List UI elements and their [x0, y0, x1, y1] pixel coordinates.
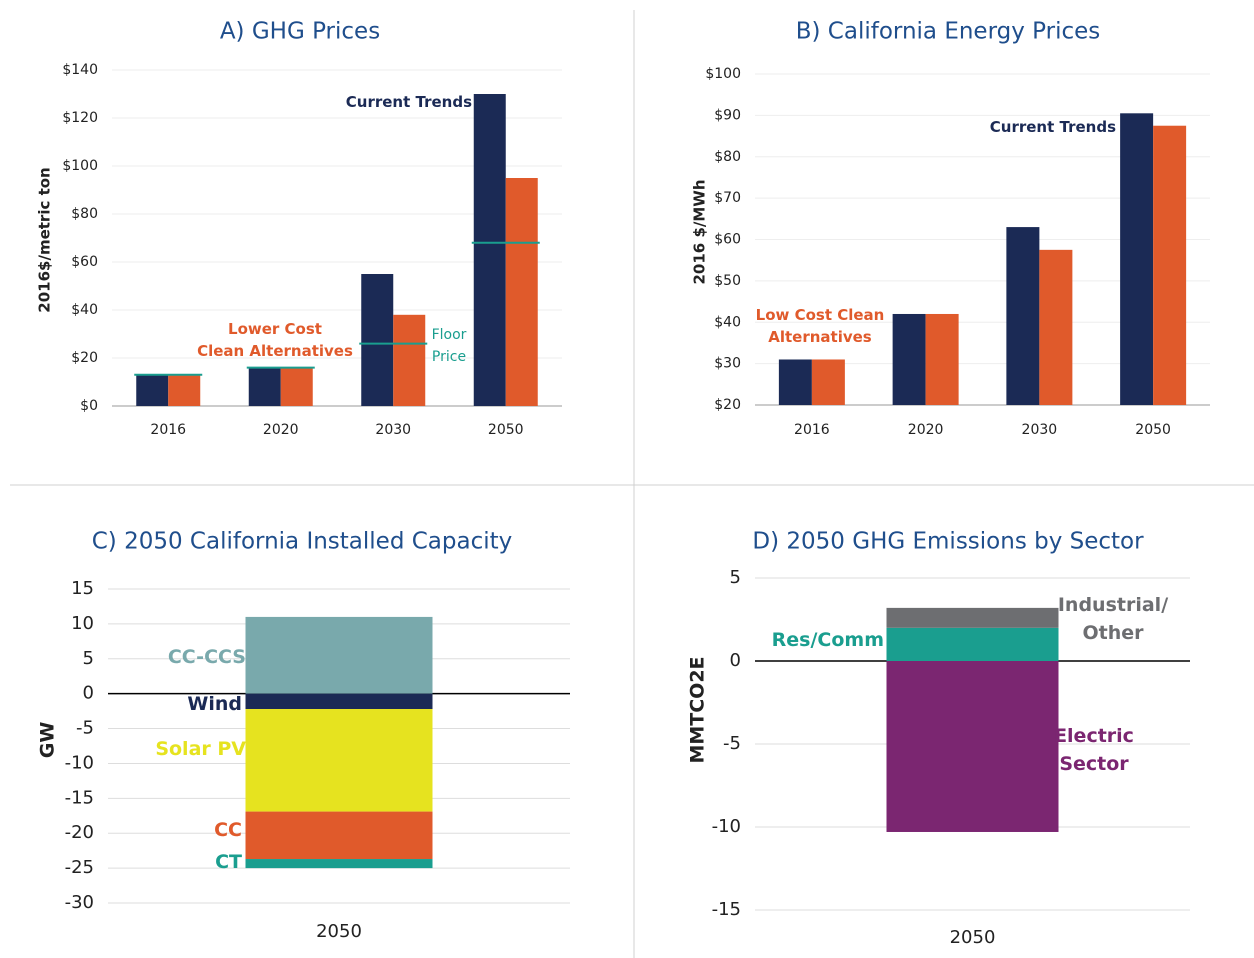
series-label: CC [214, 819, 242, 841]
bar-segment [245, 811, 433, 860]
series-label: Solar PV [155, 738, 246, 760]
series-label: CC-CCS [167, 646, 246, 668]
y-tick-label: $60 [714, 232, 741, 248]
bar [168, 374, 201, 406]
y-tick-label: -10 [65, 752, 94, 773]
y-tick-label: -15 [65, 787, 94, 808]
bar [393, 314, 426, 406]
bar [925, 313, 959, 405]
y-tick-label: -20 [65, 822, 94, 843]
y-tick-label: 5 [83, 648, 94, 669]
bar [505, 178, 538, 406]
bar [1153, 125, 1187, 405]
y-tick-label: 0 [730, 650, 741, 671]
x-tick-label: 2020 [908, 422, 944, 438]
y-tick-label: $80 [714, 149, 741, 165]
x-tick-label: 2050 [316, 921, 362, 942]
series-label: Industrial/ Other [1057, 594, 1169, 644]
y-tick-label: $100 [705, 66, 741, 82]
y-tick-label: $80 [71, 206, 98, 222]
series-label: Floor Price [431, 327, 467, 365]
y-tick-label: $40 [71, 302, 98, 318]
y-tick-label: -10 [712, 816, 741, 837]
bar-segment [886, 661, 1059, 832]
y-tick-label: $70 [714, 190, 741, 206]
series-label: Low Cost Clean Alternatives [755, 306, 885, 346]
y-tick-label: 0 [83, 683, 94, 704]
y-tick-label: -25 [65, 857, 94, 878]
x-tick-label: 2050 [488, 422, 524, 438]
y-tick-label: $50 [714, 273, 741, 289]
bar [1039, 249, 1073, 405]
chart-title: B) California Energy Prices [796, 19, 1101, 45]
bar-segment [245, 709, 433, 812]
series-label: Current Trends [345, 93, 472, 111]
y-tick-label: 5 [730, 567, 741, 588]
y-axis-label: 2016 $/MWh [691, 179, 709, 284]
x-tick-label: 2030 [375, 422, 411, 438]
y-axis-label: GW [37, 722, 59, 759]
y-tick-label: $90 [714, 107, 741, 123]
series-label: Lower Cost Clean Alternatives [197, 320, 353, 360]
series-label: CT [215, 851, 242, 873]
y-tick-label: -5 [76, 718, 94, 739]
x-tick-label: 2050 [950, 927, 996, 948]
series-label: Electric Sector [1054, 725, 1134, 775]
y-tick-label: $60 [71, 254, 98, 270]
y-tick-label: $20 [714, 397, 741, 413]
bar [892, 313, 926, 405]
bar [248, 367, 281, 406]
chart-title: C) 2050 California Installed Capacity [92, 529, 513, 555]
bar [361, 274, 394, 406]
bar [778, 359, 812, 405]
y-tick-label: $20 [71, 350, 98, 366]
y-tick-label: -15 [712, 899, 741, 920]
chart-title: D) 2050 GHG Emissions by Sector [752, 529, 1144, 555]
y-tick-label: 15 [71, 578, 94, 599]
x-tick-label: 2050 [1135, 422, 1171, 438]
series-label: Wind [187, 693, 242, 715]
y-axis-label: MMTCO2E [687, 656, 709, 763]
y-tick-label: $100 [62, 158, 98, 174]
y-tick-label: $120 [62, 110, 98, 126]
bar-segment [245, 616, 433, 694]
bar-segment [245, 693, 433, 710]
y-tick-label: -5 [723, 733, 741, 754]
bar-segment [886, 627, 1059, 661]
bar-segment [245, 859, 433, 869]
bar-segment [886, 607, 1059, 628]
x-tick-label: 2016 [150, 422, 186, 438]
y-tick-label: $140 [62, 62, 98, 78]
bar [1120, 113, 1154, 406]
bar [811, 359, 845, 405]
chart-title: A) GHG Prices [220, 19, 380, 45]
series-label: Res/Comm [771, 629, 884, 651]
y-tick-label: $0 [80, 398, 98, 414]
series-label: Current Trends [989, 118, 1116, 136]
x-tick-label: 2030 [1022, 422, 1058, 438]
x-tick-label: 2016 [794, 422, 830, 438]
x-tick-label: 2020 [263, 422, 299, 438]
bar [136, 374, 169, 406]
y-tick-label: 10 [71, 613, 94, 634]
y-tick-label: $30 [714, 356, 741, 372]
bar [1006, 227, 1040, 405]
y-tick-label: -30 [65, 892, 94, 913]
y-axis-label: 2016$/metric ton [36, 167, 54, 312]
bar [280, 367, 313, 406]
y-tick-label: $40 [714, 314, 741, 330]
bar [473, 94, 506, 406]
